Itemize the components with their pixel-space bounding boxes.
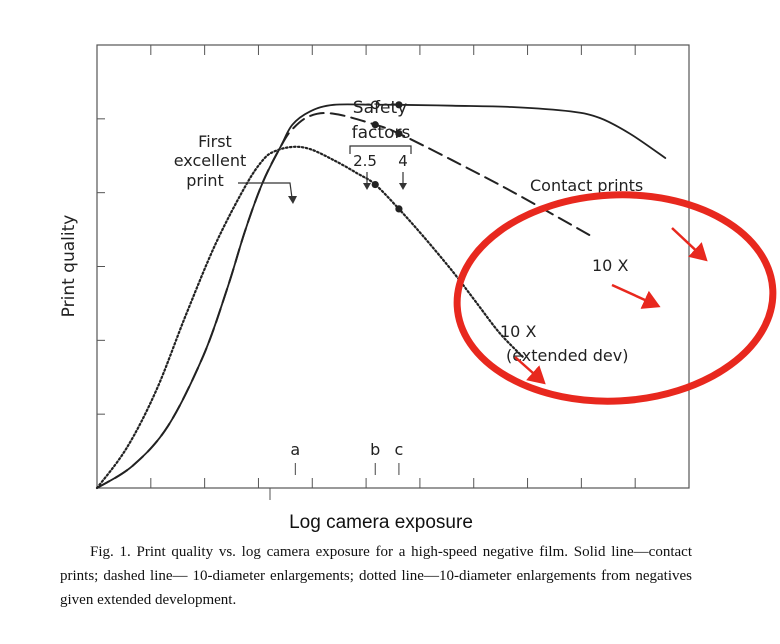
x-axis-label: Log camera exposure xyxy=(289,512,473,533)
curve-point xyxy=(371,180,379,189)
curve-point xyxy=(395,101,403,109)
highlight-annotation xyxy=(453,191,777,405)
curve-point xyxy=(395,130,403,138)
safety-factor-value: 2.5 xyxy=(353,152,377,170)
highlight-ellipse xyxy=(453,191,777,405)
y-axis-label: Print quality xyxy=(59,215,79,318)
first-print-leader xyxy=(238,182,293,199)
safety-factors-title-line2: factors xyxy=(352,123,411,143)
caption-text: Fig. 1. Print quality vs. log camera exp… xyxy=(60,544,692,608)
x-marker-label: a xyxy=(290,440,300,459)
highlight-arrow xyxy=(611,283,661,309)
curve-10x-extended-dev xyxy=(95,145,525,490)
x-marker-label: c xyxy=(395,440,404,459)
x-marker-label: b xyxy=(370,440,380,459)
axis-ticks xyxy=(97,45,636,500)
first-print-line2: excellent xyxy=(174,151,247,170)
highlight-arrow xyxy=(671,227,708,262)
safety-factors-brace xyxy=(349,145,412,154)
curve-point xyxy=(370,100,380,110)
curve-point xyxy=(371,121,379,129)
first-print-arrowhead xyxy=(288,196,297,204)
series-label-10x-extended: 10 X xyxy=(500,322,536,341)
safety-factor-arrowhead xyxy=(399,183,407,190)
safety-factors-annotation: Safety factors 2.5 4 xyxy=(349,98,412,190)
series-label-extended-dev: (extended dev) xyxy=(506,346,628,365)
safety-factor-value: 4 xyxy=(398,152,408,170)
curve-point xyxy=(395,205,403,213)
series-label-10x: 10 X xyxy=(592,256,628,275)
safety-factor-arrowhead xyxy=(363,183,371,190)
first-print-line3: print xyxy=(186,171,224,190)
highlight-arrow xyxy=(514,356,546,385)
series-label-contact-prints: Contact prints xyxy=(530,176,643,195)
first-print-line1: First xyxy=(198,132,232,151)
safety-factors-title-line1: Safety xyxy=(353,98,407,118)
curve-10x-dashed xyxy=(96,112,596,489)
figure-caption: Fig. 1. Print quality vs. log camera exp… xyxy=(60,540,692,612)
first-excellent-print-note: First excellent print xyxy=(174,132,297,204)
curves xyxy=(95,100,667,490)
